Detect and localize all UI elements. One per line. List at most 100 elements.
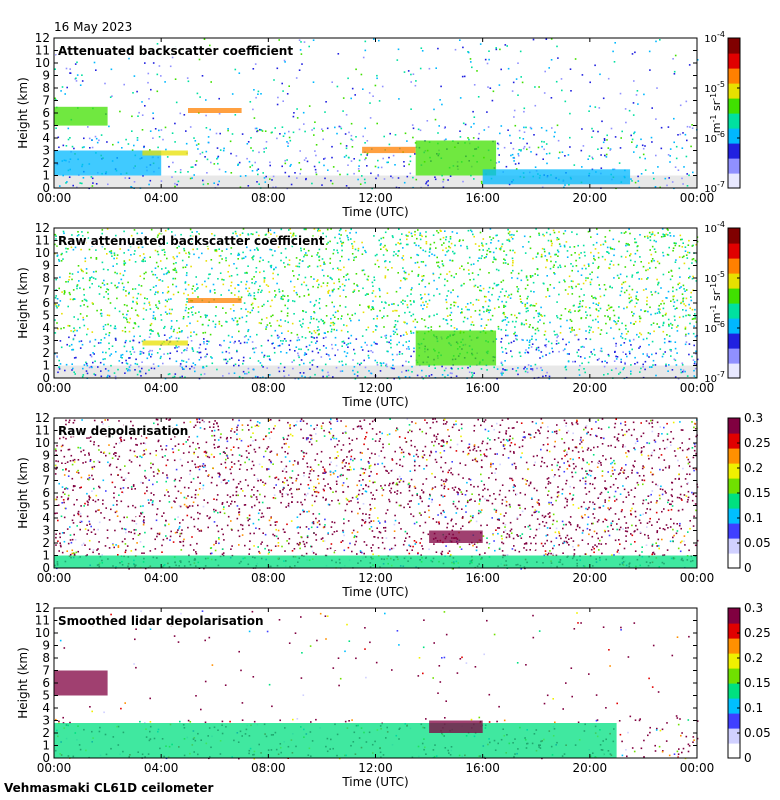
y-tick-label: 4 (42, 701, 50, 715)
y-axis-label: Height (km) (16, 647, 30, 718)
x-tick-label: 00:00 (680, 571, 715, 585)
cloud-layer-3 (142, 150, 188, 156)
colorbar-tick-label: 10-4 (704, 30, 725, 45)
cloud-layer-1 (142, 340, 188, 346)
y-tick-label: 8 (42, 271, 50, 285)
cloud-layer-1 (429, 530, 483, 543)
x-tick-label: 08:00 (251, 571, 286, 585)
y-tick-label: 5 (42, 689, 50, 703)
x-tick-label: 12:00 (358, 571, 393, 585)
x-axis-label: Time (UTC) (341, 205, 408, 219)
x-axis-label: Time (UTC) (341, 395, 408, 409)
colorbar-tick-label: 0.15 (744, 486, 771, 500)
x-tick-label: 12:00 (358, 381, 393, 395)
y-axis-label: Height (km) (16, 77, 30, 148)
y-tick-label: 5 (42, 309, 50, 323)
y-tick-label: 5 (42, 119, 50, 133)
cloud-layer-2 (54, 106, 108, 126)
y-tick-label: 4 (42, 131, 50, 145)
x-tick-label: 04:00 (144, 381, 179, 395)
x-axis-label: Time (UTC) (341, 775, 408, 789)
colorbar-tick-label: 0.15 (744, 676, 771, 690)
cloud-layer-3 (415, 330, 497, 366)
x-tick-label: 00:00 (37, 381, 72, 395)
colorbar-tick-label: 10-7 (704, 180, 725, 195)
y-tick-label: 3 (42, 524, 50, 538)
colorbar-unit-label: m-1 sr-1 (709, 283, 723, 323)
x-tick-label: 12:00 (358, 761, 393, 775)
colorbar-tick-label: 0 (744, 561, 752, 575)
y-tick-label: 12 (35, 411, 50, 425)
cloud-layer-5 (362, 146, 416, 154)
x-tick-label: 08:00 (251, 191, 286, 205)
cloud-layer-3 (429, 720, 483, 733)
colorbar: 10-7 10-6 10-5 10-4 m-1 sr-1 (704, 30, 741, 195)
x-tick-label: 04:00 (144, 761, 179, 775)
y-tick-label: 8 (42, 651, 50, 665)
x-tick-label: 00:00 (680, 191, 715, 205)
y-tick-label: 1 (42, 169, 50, 183)
y-tick-label: 0 (42, 371, 50, 385)
y-tick-label: 6 (42, 106, 50, 120)
cloud-layer-1 (54, 670, 108, 696)
y-tick-label: 3 (42, 144, 50, 158)
colorbar-tick-label: 0.25 (744, 626, 771, 640)
y-tick-label: 5 (42, 499, 50, 513)
colorbar-tick-label: 0.25 (744, 436, 771, 450)
x-tick-label: 16:00 (465, 381, 500, 395)
y-tick-label: 9 (42, 639, 50, 653)
y-tick-label: 1 (42, 549, 50, 563)
cloud-layer-2 (54, 555, 697, 568)
date-label: 16 May 2023 (54, 20, 133, 34)
y-tick-label: 2 (42, 156, 50, 170)
y-tick-label: 7 (42, 284, 50, 298)
x-tick-label: 00:00 (680, 761, 715, 775)
colorbar-tick-label: 10-4 (704, 220, 725, 235)
y-tick-label: 9 (42, 449, 50, 463)
x-tick-label: 16:00 (465, 191, 500, 205)
y-tick-label: 11 (35, 614, 50, 628)
y-tick-label: 1 (42, 359, 50, 373)
y-tick-label: 9 (42, 69, 50, 83)
x-tick-label: 16:00 (465, 761, 500, 775)
y-tick-label: 4 (42, 321, 50, 335)
heatmap-texture (54, 418, 699, 570)
y-tick-label: 11 (35, 234, 50, 248)
y-axis-label: Height (km) (16, 267, 30, 338)
y-tick-label: 3 (42, 714, 50, 728)
colorbar-frame (727, 37, 741, 189)
x-tick-label: 20:00 (573, 191, 608, 205)
x-tick-label: 08:00 (251, 381, 286, 395)
y-tick-label: 2 (42, 346, 50, 360)
x-tick-label: 20:00 (573, 381, 608, 395)
y-tick-label: 2 (42, 726, 50, 740)
x-tick-label: 00:00 (680, 381, 715, 395)
colorbar-tick-label: 0.05 (744, 536, 771, 550)
y-tick-label: 7 (42, 474, 50, 488)
y-tick-label: 0 (42, 751, 50, 765)
colorbar-tick-label: 0.2 (744, 651, 763, 665)
x-tick-label: 08:00 (251, 761, 286, 775)
y-tick-label: 8 (42, 81, 50, 95)
y-tick-label: 10 (35, 436, 50, 450)
y-tick-label: 7 (42, 94, 50, 108)
colorbar-tick-label: 10-6 (704, 130, 725, 145)
x-tick-label: 00:00 (37, 571, 72, 585)
instrument-label: Vehmasmaki CL61D ceilometer (4, 781, 214, 795)
colorbar-tick-label: 10-5 (704, 80, 725, 95)
colorbar-tick-label: 0.05 (744, 726, 771, 740)
x-tick-label: 20:00 (573, 761, 608, 775)
y-tick-label: 4 (42, 511, 50, 525)
y-tick-label: 6 (42, 486, 50, 500)
panel-title: Raw depolarisation (58, 424, 188, 438)
y-tick-label: 10 (35, 56, 50, 70)
cloud-layer-7 (482, 169, 631, 185)
y-tick-label: 10 (35, 626, 50, 640)
colorbar: 0 0.05 0.1 0.15 0.2 0.25 0.3 (727, 601, 771, 765)
x-tick-label: 00:00 (37, 191, 72, 205)
cloud-layer-2 (188, 298, 242, 303)
y-tick-label: 8 (42, 461, 50, 475)
